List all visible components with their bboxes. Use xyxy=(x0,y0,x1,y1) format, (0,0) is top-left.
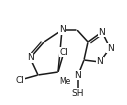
Text: N: N xyxy=(107,43,113,52)
Text: N: N xyxy=(27,54,33,62)
Text: N: N xyxy=(75,70,81,79)
Text: N: N xyxy=(97,58,103,66)
Text: N: N xyxy=(99,28,105,37)
Text: Cl: Cl xyxy=(60,47,68,56)
Text: Me: Me xyxy=(59,77,71,85)
Text: N: N xyxy=(59,26,65,35)
Text: Cl: Cl xyxy=(16,75,24,85)
Text: SH: SH xyxy=(72,89,84,98)
